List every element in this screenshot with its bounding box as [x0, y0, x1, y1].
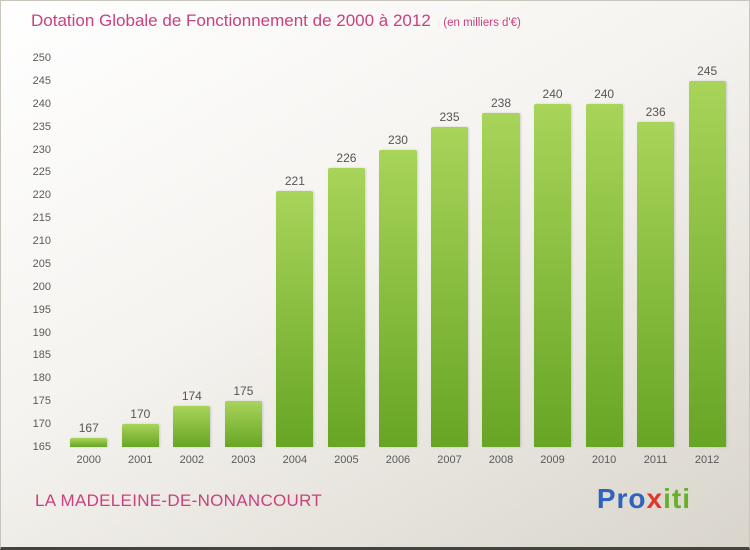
- y-tick-label: 220: [32, 189, 51, 202]
- logo-letter: t: [671, 483, 683, 514]
- bar: [121, 424, 159, 447]
- x-tick-label: 2004: [282, 454, 308, 466]
- bar-group: 221: [269, 58, 321, 447]
- bar-value-label: 174: [181, 388, 202, 403]
- bar: [430, 126, 469, 447]
- y-tick-label: 190: [32, 326, 51, 339]
- y-tick-label: 225: [32, 166, 51, 179]
- y-tick-label: 245: [32, 74, 51, 87]
- bar-group: 230: [372, 58, 424, 447]
- plot-area: 167 170 174 175 221 226 230 235 238 240 240 236 245: [63, 58, 733, 447]
- bar-group: 238: [475, 58, 527, 447]
- bar-value-label: 240: [542, 86, 563, 101]
- bar-value-label: 240: [594, 86, 615, 101]
- x-tick-label: 2005: [334, 454, 359, 466]
- bar-value-label: 245: [697, 63, 718, 78]
- x-tick-label: 2000: [76, 454, 101, 466]
- bar-value-label: 221: [284, 173, 305, 188]
- logo-letter: P: [596, 483, 617, 514]
- y-tick-label: 165: [32, 441, 51, 453]
- y-tick-label: 195: [32, 303, 51, 316]
- bar-value-label: 167: [78, 420, 99, 435]
- y-axis: 250 245 240 235 230 225 220 215 210 205 200 195 190 1…: [1, 52, 57, 453]
- bar-group: 170: [115, 58, 167, 447]
- x-tick-label: 2010: [591, 454, 617, 466]
- bar-group: 226: [321, 58, 373, 447]
- logo-letter: x: [646, 483, 664, 514]
- bar-group: 240: [578, 58, 630, 447]
- chart-title: Dotation Globale de Fonctionnement de 20…: [31, 11, 431, 30]
- x-tick-label: 2012: [694, 454, 720, 466]
- y-tick-label: 235: [32, 120, 51, 133]
- bar: [276, 190, 314, 447]
- bar: [327, 167, 365, 447]
- bar-group: 240: [527, 58, 579, 447]
- bar: [379, 149, 417, 447]
- bar-group: 235: [424, 58, 476, 447]
- logo-letter: i: [682, 483, 691, 514]
- x-tick-label: 2003: [231, 454, 256, 466]
- y-tick-label: 230: [32, 143, 51, 156]
- bar: [173, 405, 211, 447]
- bar-group: 236: [630, 58, 682, 447]
- x-tick-label: 2011: [643, 454, 668, 466]
- location-label: LA MADELEINE-DE-NONANCOURT: [35, 491, 323, 510]
- x-tick-label: 2001: [128, 454, 153, 466]
- bar: [482, 112, 520, 447]
- y-tick-label: 215: [32, 212, 51, 225]
- bar-value-label: 226: [336, 150, 357, 165]
- x-axis: 2000 2001 2002 2003 2004 2005 2006 2007 2008 2009…: [63, 454, 733, 470]
- y-tick-label: 205: [32, 257, 51, 270]
- y-tick-label: 210: [32, 235, 51, 248]
- x-tick-label: 2006: [385, 454, 411, 466]
- y-tick-label: 170: [32, 418, 51, 431]
- bar-value-label: 230: [387, 132, 408, 147]
- x-tick-label: 2008: [488, 454, 514, 466]
- y-tick-label: 185: [32, 349, 51, 362]
- x-tick-label: 2009: [540, 454, 565, 466]
- logo-letter: o: [628, 483, 647, 514]
- proxiti-logo: Proxiti: [597, 483, 691, 515]
- bar-group: 167: [63, 58, 115, 447]
- y-tick-label: 240: [32, 97, 51, 110]
- logo-letter: r: [616, 483, 629, 514]
- x-tick-label: 2002: [179, 454, 205, 466]
- chart-header: Dotation Globale de Fonctionnement de 20…: [31, 11, 521, 31]
- bar: [637, 122, 675, 447]
- logo-letter: i: [663, 483, 672, 514]
- bar-value-label: 236: [645, 105, 666, 120]
- bar-group: 245: [681, 58, 733, 447]
- bar: [688, 80, 726, 447]
- bar: [534, 103, 572, 447]
- bar: [224, 401, 262, 447]
- bar: [585, 103, 623, 447]
- bar-value-label: 238: [491, 95, 512, 110]
- bar-value-label: 170: [130, 407, 151, 422]
- x-tick-label: 2007: [437, 454, 462, 466]
- y-tick-label: 175: [32, 395, 51, 408]
- chart-subtitle: (en milliers d'€): [443, 17, 521, 29]
- bar-value-label: 175: [233, 384, 254, 399]
- bar-group: 175: [218, 58, 270, 447]
- bar: [70, 437, 108, 447]
- bar-value-label: 235: [439, 109, 460, 124]
- y-tick-label: 200: [32, 280, 51, 293]
- y-tick-label: 180: [32, 372, 51, 385]
- bar-group: 174: [166, 58, 218, 447]
- y-tick-label: 250: [32, 52, 51, 64]
